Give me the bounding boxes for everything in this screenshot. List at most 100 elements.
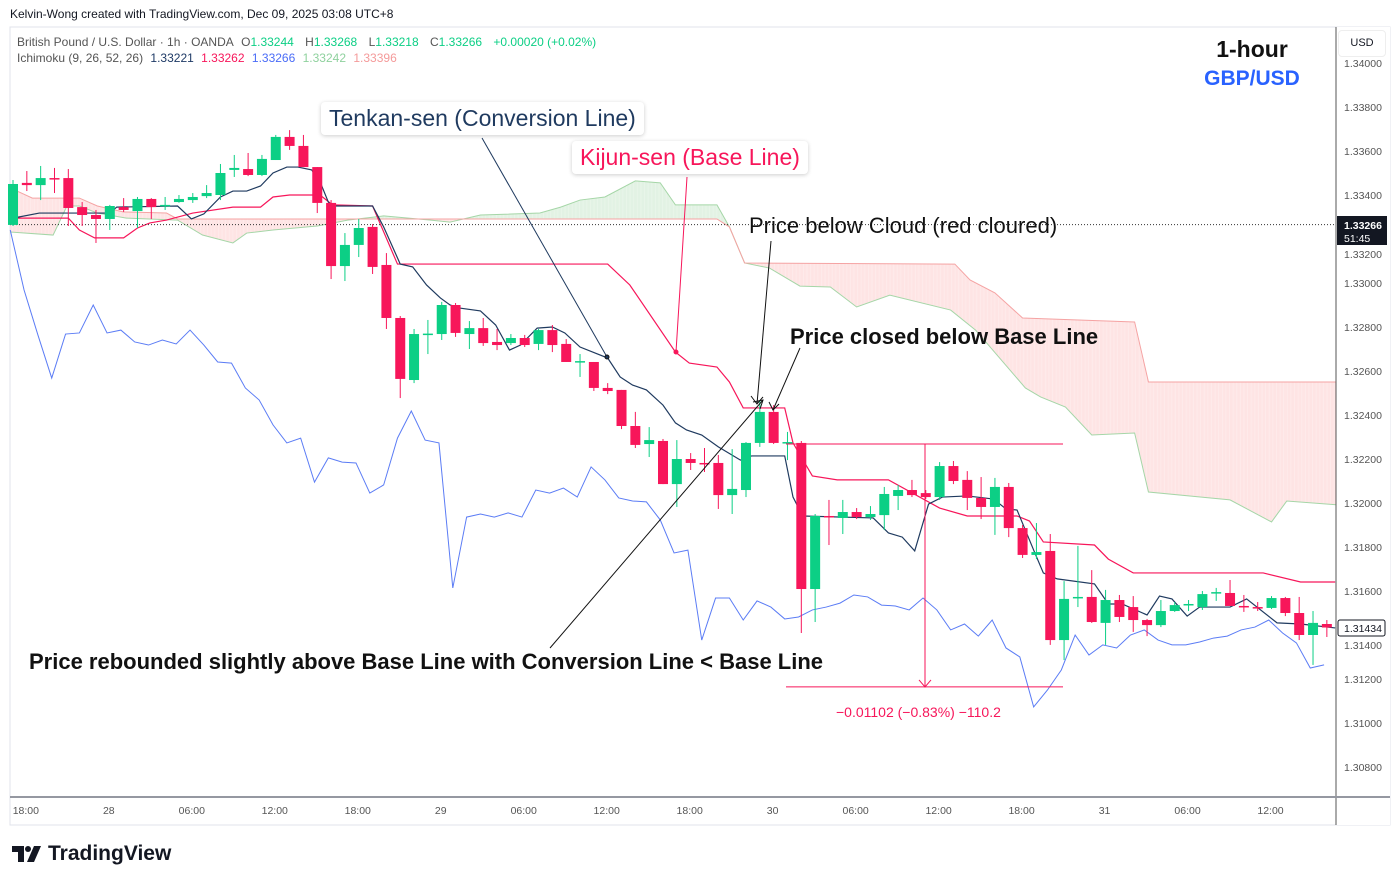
- cloud-segment: [487, 214, 490, 219]
- cloud-segment: [1008, 305, 1011, 371]
- price-axis[interactable]: [1336, 27, 1390, 825]
- cloud-segment: [1202, 382, 1205, 498]
- kijun-annotation[interactable]: Kijun-sen (Base Line): [572, 141, 808, 174]
- cloud-segment: [625, 185, 628, 219]
- cloud-segment: [907, 263, 910, 300]
- time-axis-labels[interactable]: 18:00 28 06:00 12:00 18:00 29 06:00 12:00 18:00 3…: [13, 805, 1284, 817]
- cloud-segment: [1199, 382, 1202, 498]
- cloud-segment: [1058, 319, 1061, 405]
- cloud-segment: [484, 214, 487, 219]
- candle-body: [1294, 613, 1305, 635]
- chart-legend[interactable]: British Pound / U.S. Dollar · 1h · OANDA…: [17, 34, 600, 66]
- candle: [201, 185, 212, 199]
- candle: [35, 165, 46, 201]
- candle-body: [1321, 624, 1332, 628]
- cloud-segment: [585, 199, 588, 219]
- low-value: 1.33218: [375, 35, 419, 49]
- tenkan-annotation[interactable]: Tenkan-sen (Conversion Line): [321, 102, 644, 135]
- cloud-segment: [923, 263, 925, 304]
- cloud-segment: [831, 263, 834, 290]
- cloud-segment: [336, 218, 339, 223]
- cloud-segment: [996, 294, 998, 356]
- cloud-segment: [943, 264, 946, 309]
- cloud-segment: [246, 218, 249, 234]
- cloud-segment: [618, 188, 621, 219]
- high-value: 1.33268: [313, 35, 358, 49]
- cloud-segment: [1207, 382, 1210, 498]
- cloud-segment: [83, 199, 86, 209]
- cloud-segment: [1165, 382, 1167, 494]
- cloud-segment: [979, 284, 982, 337]
- cloud-segment: [1318, 382, 1321, 504]
- cloud-segment: [824, 263, 827, 287]
- cloud-segment: [58, 198, 61, 224]
- cloud-segment: [650, 182, 653, 219]
- cloud-segment: [863, 263, 866, 305]
- cloud-segment: [1137, 333, 1140, 451]
- cloud-segment: [143, 212, 145, 219]
- cloud-segment: [1174, 382, 1177, 495]
- cloud-segment: [563, 205, 566, 219]
- measure-tool[interactable]: [786, 443, 1063, 688]
- cloud-segment: [834, 263, 837, 292]
- cloud-segment: [198, 218, 201, 234]
- candle-body: [160, 204, 171, 207]
- cloud-segment: [828, 263, 831, 287]
- cloud-segment: [936, 263, 939, 307]
- cloud-segment: [819, 263, 821, 287]
- cloud-segment: [1277, 382, 1279, 515]
- cloud-segment: [903, 263, 906, 299]
- cloud-segment: [952, 264, 954, 313]
- cloud-segment: [564, 205, 567, 219]
- cloud-segment: [714, 204, 716, 219]
- cloud-segment: [758, 263, 761, 267]
- cloud-segment: [940, 264, 943, 309]
- candle-body: [1031, 552, 1042, 555]
- cloud-segment: [858, 263, 860, 307]
- cloud-segment: [1118, 321, 1120, 434]
- cloud-segment: [26, 195, 29, 234]
- cloud-segment: [75, 198, 77, 206]
- cloud-segment: [672, 200, 675, 219]
- candle: [616, 389, 627, 430]
- price-tick-label: 1.31000: [1344, 718, 1382, 730]
- cloud-segment: [918, 263, 921, 303]
- cloud-segment: [793, 263, 795, 283]
- candle-body: [478, 328, 489, 344]
- currency-button[interactable]: USD: [1338, 30, 1386, 57]
- cloud-segment: [1200, 382, 1203, 498]
- cloud-segment: [304, 218, 307, 228]
- cloud-segment: [492, 214, 495, 219]
- cloud-segment: [544, 211, 546, 219]
- cloud-segment: [568, 203, 571, 219]
- candle-body: [1155, 611, 1166, 626]
- cloud-segment: [609, 194, 611, 219]
- candle-body: [63, 178, 74, 208]
- cloud-segment: [1134, 321, 1137, 439]
- cloud-segment: [613, 191, 615, 219]
- candle-body: [436, 305, 447, 335]
- open-label: O: [241, 35, 251, 49]
- cloud-segment: [534, 213, 537, 219]
- cloud-segment: [1029, 318, 1032, 392]
- cloud-segment: [296, 218, 299, 228]
- cloud-segment: [710, 204, 712, 219]
- price-tick-label: 1.31200: [1344, 674, 1382, 686]
- cloud-segment: [281, 218, 283, 230]
- closed-below-pointer: [772, 347, 801, 411]
- cloud-segment: [675, 204, 678, 219]
- cloud-segment: [586, 199, 589, 219]
- cloud-annotation[interactable]: Price below Cloud (red cloured): [749, 213, 1058, 238]
- cloud-segment: [887, 263, 889, 297]
- cloud-segment: [642, 181, 644, 219]
- annotation-pointers: [481, 137, 801, 649]
- cloud-segment: [805, 263, 808, 287]
- tradingview-logo[interactable]: TradingView: [12, 842, 171, 866]
- rebound-annotation[interactable]: Price rebounded slightly above Base Line…: [29, 649, 824, 674]
- cloud-segment: [214, 218, 217, 239]
- cloud-segment: [711, 204, 714, 219]
- cloud-segment: [1054, 319, 1057, 404]
- cloud-segment: [275, 218, 278, 230]
- closed-below-annotation[interactable]: Price closed below Base Line: [790, 324, 1099, 349]
